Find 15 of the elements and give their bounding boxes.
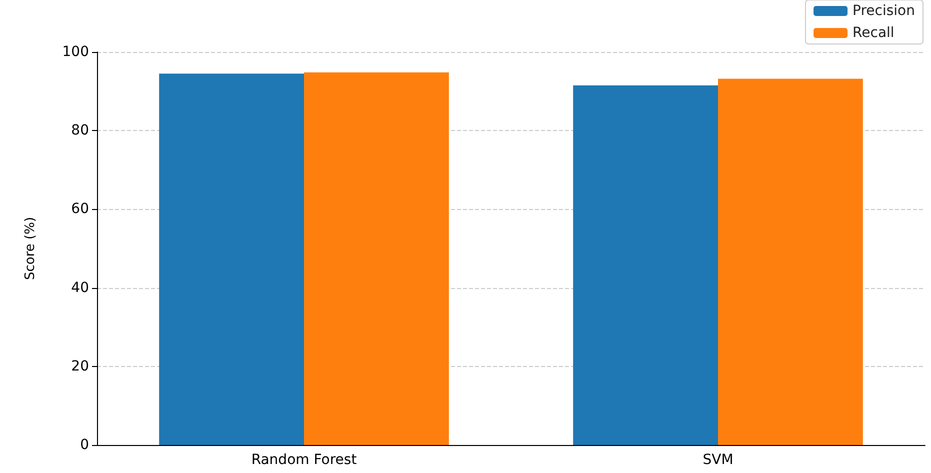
x-tick-label: SVM: [702, 452, 734, 468]
y-tick-label: 80: [71, 122, 89, 139]
y-tick-label: 20: [71, 358, 89, 374]
bar: [304, 72, 449, 445]
bar: [718, 78, 863, 445]
y-tick-label: 60: [71, 201, 89, 218]
bar: [573, 85, 718, 445]
x-tick-label: Random Forest: [251, 452, 358, 468]
y-axis-title: Score (%): [23, 216, 38, 280]
bar: [159, 74, 304, 445]
y-tick-label: 40: [71, 280, 89, 296]
legend-label: Precision: [852, 3, 915, 19]
y-tick-label: 0: [80, 437, 89, 453]
y-tick-label: 100: [62, 44, 89, 60]
legend-label: Recall: [852, 25, 894, 41]
